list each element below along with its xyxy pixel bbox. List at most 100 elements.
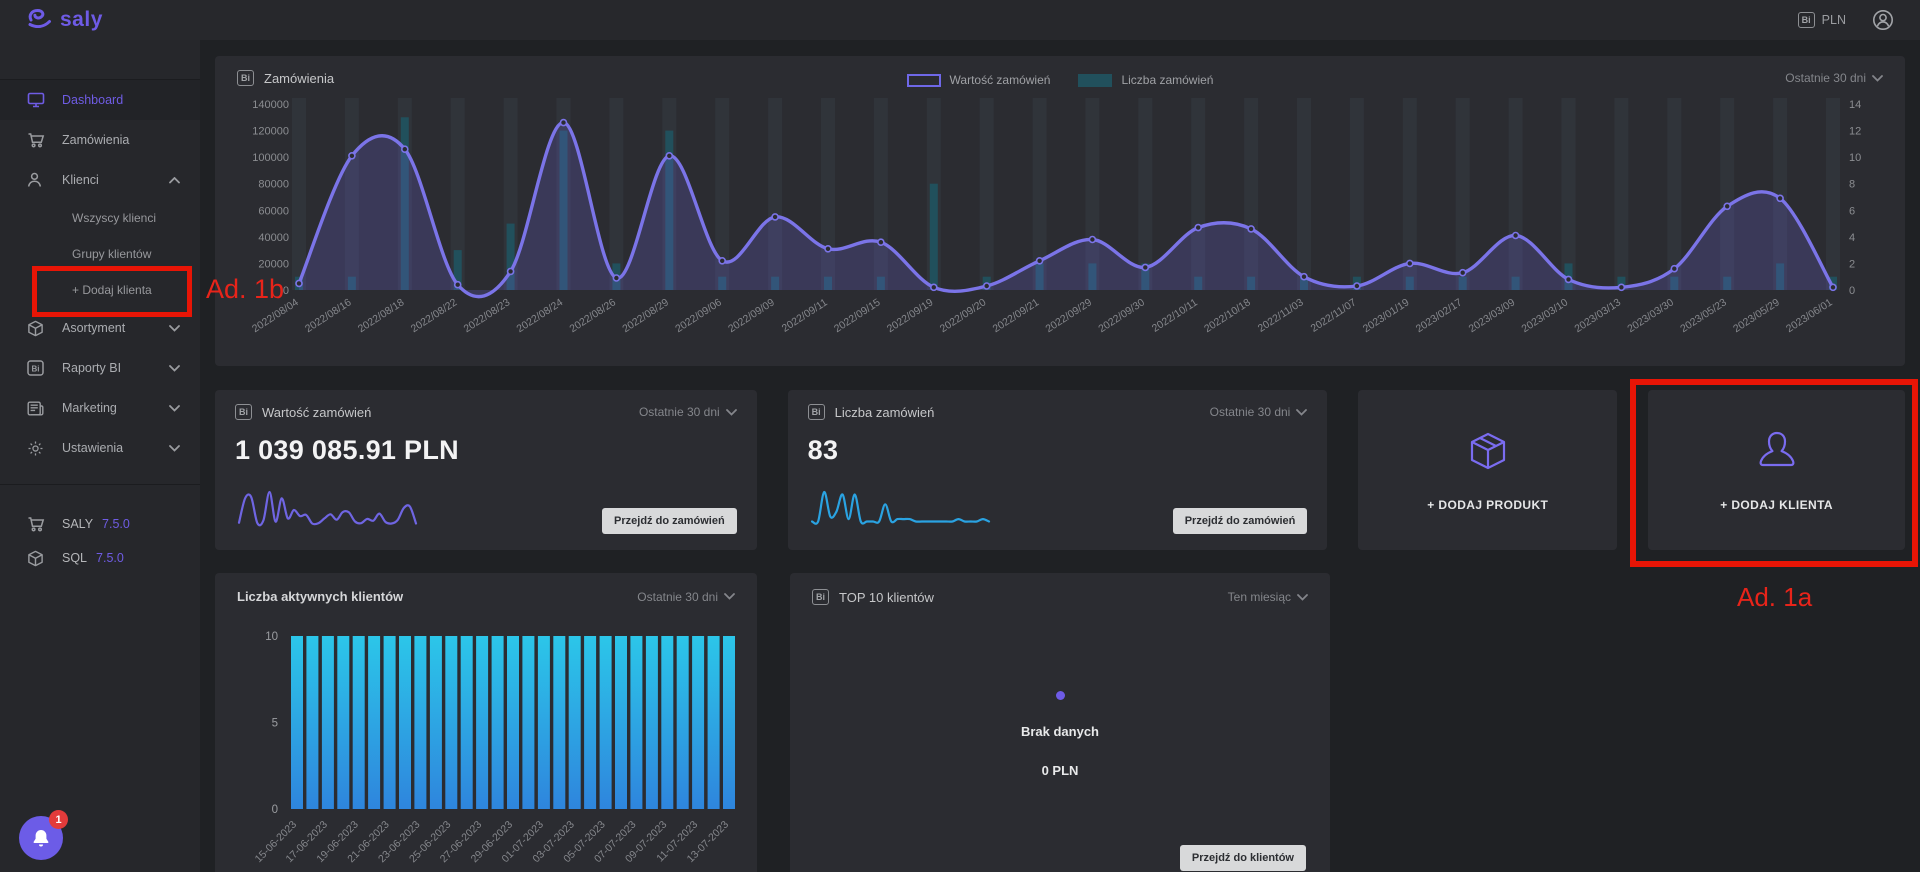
svg-text:2022/08/26: 2022/08/26	[567, 296, 618, 335]
order-value-sparkline	[235, 485, 420, 534]
add-product-label: + DODAJ PRODUKT	[1427, 497, 1549, 512]
svg-text:0: 0	[1849, 285, 1855, 297]
svg-text:60000: 60000	[258, 205, 289, 217]
sidebar-item-asortyment[interactable]: Asortyment	[0, 308, 200, 348]
chevron-down-icon	[1297, 593, 1308, 601]
sidebar-item-label: Zamówienia	[62, 133, 130, 147]
go-to-orders-button[interactable]: Przejdź do zamówień	[1172, 508, 1308, 534]
svg-text:40000: 40000	[258, 232, 289, 244]
chevron-down-icon	[725, 408, 737, 416]
svg-text:2022/08/18: 2022/08/18	[356, 296, 407, 335]
top-clients-card: Bi TOP 10 klientów Ten miesiąc Brak dany…	[790, 573, 1330, 872]
bi-icon: Bi	[812, 589, 829, 605]
sidebar-item-label: Asortyment	[62, 321, 126, 335]
svg-text:2022/11/03: 2022/11/03	[1256, 296, 1306, 334]
top-clients-title: TOP 10 klientów	[839, 589, 934, 605]
version-row-saly: SALY 7.5.0	[0, 507, 200, 541]
sidebar-item-ustawienia[interactable]: Ustawienia	[0, 428, 200, 468]
svg-text:2: 2	[1849, 258, 1855, 270]
svg-text:4: 4	[1849, 232, 1855, 244]
sidebar-item-zamowienia[interactable]: Zamówienia	[0, 120, 200, 160]
bi-icon: Bi	[27, 360, 45, 376]
orders-chart-title: Zamówienia	[264, 70, 335, 86]
saly-logo-icon	[26, 7, 54, 34]
sidebar-versions: SALY 7.5.0 SQL 7.5.0	[0, 484, 200, 575]
sidebar-item-dashboard[interactable]: Dashboard	[0, 80, 200, 120]
svg-text:120000: 120000	[252, 126, 289, 138]
account-icon[interactable]	[1872, 9, 1894, 31]
package-icon	[1466, 429, 1510, 478]
orders-chart-card: Bi Zamówienia Ostatnie 30 dni Wartość za…	[215, 56, 1905, 366]
order-count-sparkline	[808, 485, 993, 534]
bi-icon: Bi	[237, 70, 254, 86]
svg-text:2023/03/10: 2023/03/10	[1520, 296, 1571, 335]
svg-text:2023/05/23: 2023/05/23	[1678, 296, 1729, 335]
svg-text:2023/03/30: 2023/03/30	[1625, 296, 1676, 335]
svg-text:2023/05/29: 2023/05/29	[1731, 296, 1782, 335]
svg-text:2022/09/30: 2022/09/30	[1096, 296, 1147, 335]
sidebar-nav: Dashboard Zamówienia Klienci Wszyscy klienc…	[0, 80, 200, 468]
add-product-card[interactable]: + DODAJ PRODUKT	[1358, 390, 1618, 550]
box-icon	[27, 320, 45, 337]
version-label: SQL	[62, 551, 88, 565]
version-number: 7.5.0	[96, 551, 124, 565]
svg-text:2022/09/11: 2022/09/11	[780, 296, 830, 334]
order-count-range-dropdown[interactable]: Ostatnie 30 dni	[1210, 405, 1308, 419]
svg-text:14: 14	[1849, 99, 1861, 111]
orders-range-dropdown[interactable]: Ostatnie 30 dni	[1785, 71, 1883, 85]
sidebar-item-marketing[interactable]: Marketing	[0, 388, 200, 428]
top-clients-range-dropdown[interactable]: Ten miesiąc	[1228, 590, 1308, 604]
version-number: 7.5.0	[102, 517, 130, 531]
svg-text:2022/08/16: 2022/08/16	[303, 296, 354, 335]
svg-text:2022/09/21: 2022/09/21	[991, 296, 1042, 335]
monitor-icon	[27, 92, 45, 108]
add-client-card[interactable]: + DODAJ KLIENTA	[1648, 390, 1905, 550]
logo-text: saly	[60, 8, 103, 31]
bi-icon: Bi	[235, 404, 252, 420]
box-icon	[27, 550, 45, 567]
order-count-title: Liczba zamówień	[834, 404, 935, 420]
orders-chart: 0 20000 40000 60000 80000 100000 120000 140000 0…	[237, 86, 1883, 359]
sidebar-item-raporty-bi[interactable]: Bi Raporty BI	[0, 348, 200, 388]
main-content: Bi Zamówienia Ostatnie 30 dni Wartość za…	[200, 40, 1920, 872]
svg-text:2023/02/17: 2023/02/17	[1414, 296, 1465, 335]
svg-text:2023/06/01: 2023/06/01	[1784, 296, 1835, 335]
no-data-label: Brak danych	[1020, 724, 1100, 739]
svg-text:2022/08/22: 2022/08/22	[409, 296, 460, 335]
svg-text:2023/03/13: 2023/03/13	[1572, 296, 1623, 335]
svg-text:2022/08/23: 2022/08/23	[462, 296, 513, 335]
svg-text:20000: 20000	[258, 258, 289, 270]
order-value-card: Bi Wartość zamówień Ostatnie 30 dni 1 03…	[215, 390, 757, 550]
sidebar-subitem-dodaj-klienta[interactable]: + Dodaj klienta	[72, 283, 152, 297]
currency-label: PLN	[1821, 13, 1846, 27]
sidebar-subitem-grupy-klient-w[interactable]: Grupy klientów	[72, 247, 152, 261]
chevron-up-icon	[169, 176, 180, 184]
order-value-range-dropdown[interactable]: Ostatnie 30 dni	[639, 405, 737, 419]
svg-text:0: 0	[272, 804, 278, 816]
sidebar-item-label: Raporty BI	[62, 361, 122, 375]
currency-selector[interactable]: Bi PLN	[1797, 12, 1846, 28]
sidebar-item-klienci[interactable]: Klienci	[0, 160, 200, 200]
svg-text:0: 0	[283, 285, 289, 297]
sidebar-item-label: Dashboard	[62, 93, 124, 107]
sidebar-subitem-wszyscy-klienci[interactable]: Wszyscy klienci	[72, 211, 157, 225]
bi-icon: Bi	[807, 404, 825, 420]
app-logo[interactable]: saly	[26, 7, 103, 34]
active-clients-title: Liczba aktywnych klientów	[237, 589, 404, 604]
svg-text:6: 6	[1849, 205, 1855, 217]
svg-text:10: 10	[265, 631, 278, 643]
go-to-clients-button[interactable]: Przejdź do klientów	[1179, 845, 1306, 871]
sidebar-header	[0, 40, 200, 80]
svg-text:2022/10/11: 2022/10/11	[1150, 296, 1200, 334]
svg-text:12: 12	[1849, 126, 1861, 138]
notifications-button[interactable]: 1	[19, 810, 68, 860]
go-to-orders-button[interactable]: Przejdź do zamówień	[602, 508, 737, 534]
chevron-down-icon	[724, 593, 735, 600]
svg-text:2022/09/06: 2022/09/06	[673, 296, 724, 335]
active-clients-card: Liczba aktywnych klientów Ostatnie 30 dn…	[215, 573, 757, 872]
bell-icon	[31, 828, 51, 849]
active-clients-range-dropdown[interactable]: Ostatnie 30 dni	[637, 590, 735, 604]
chevron-down-icon	[169, 364, 180, 372]
svg-text:8: 8	[1849, 179, 1855, 191]
chevron-down-icon	[169, 324, 180, 332]
